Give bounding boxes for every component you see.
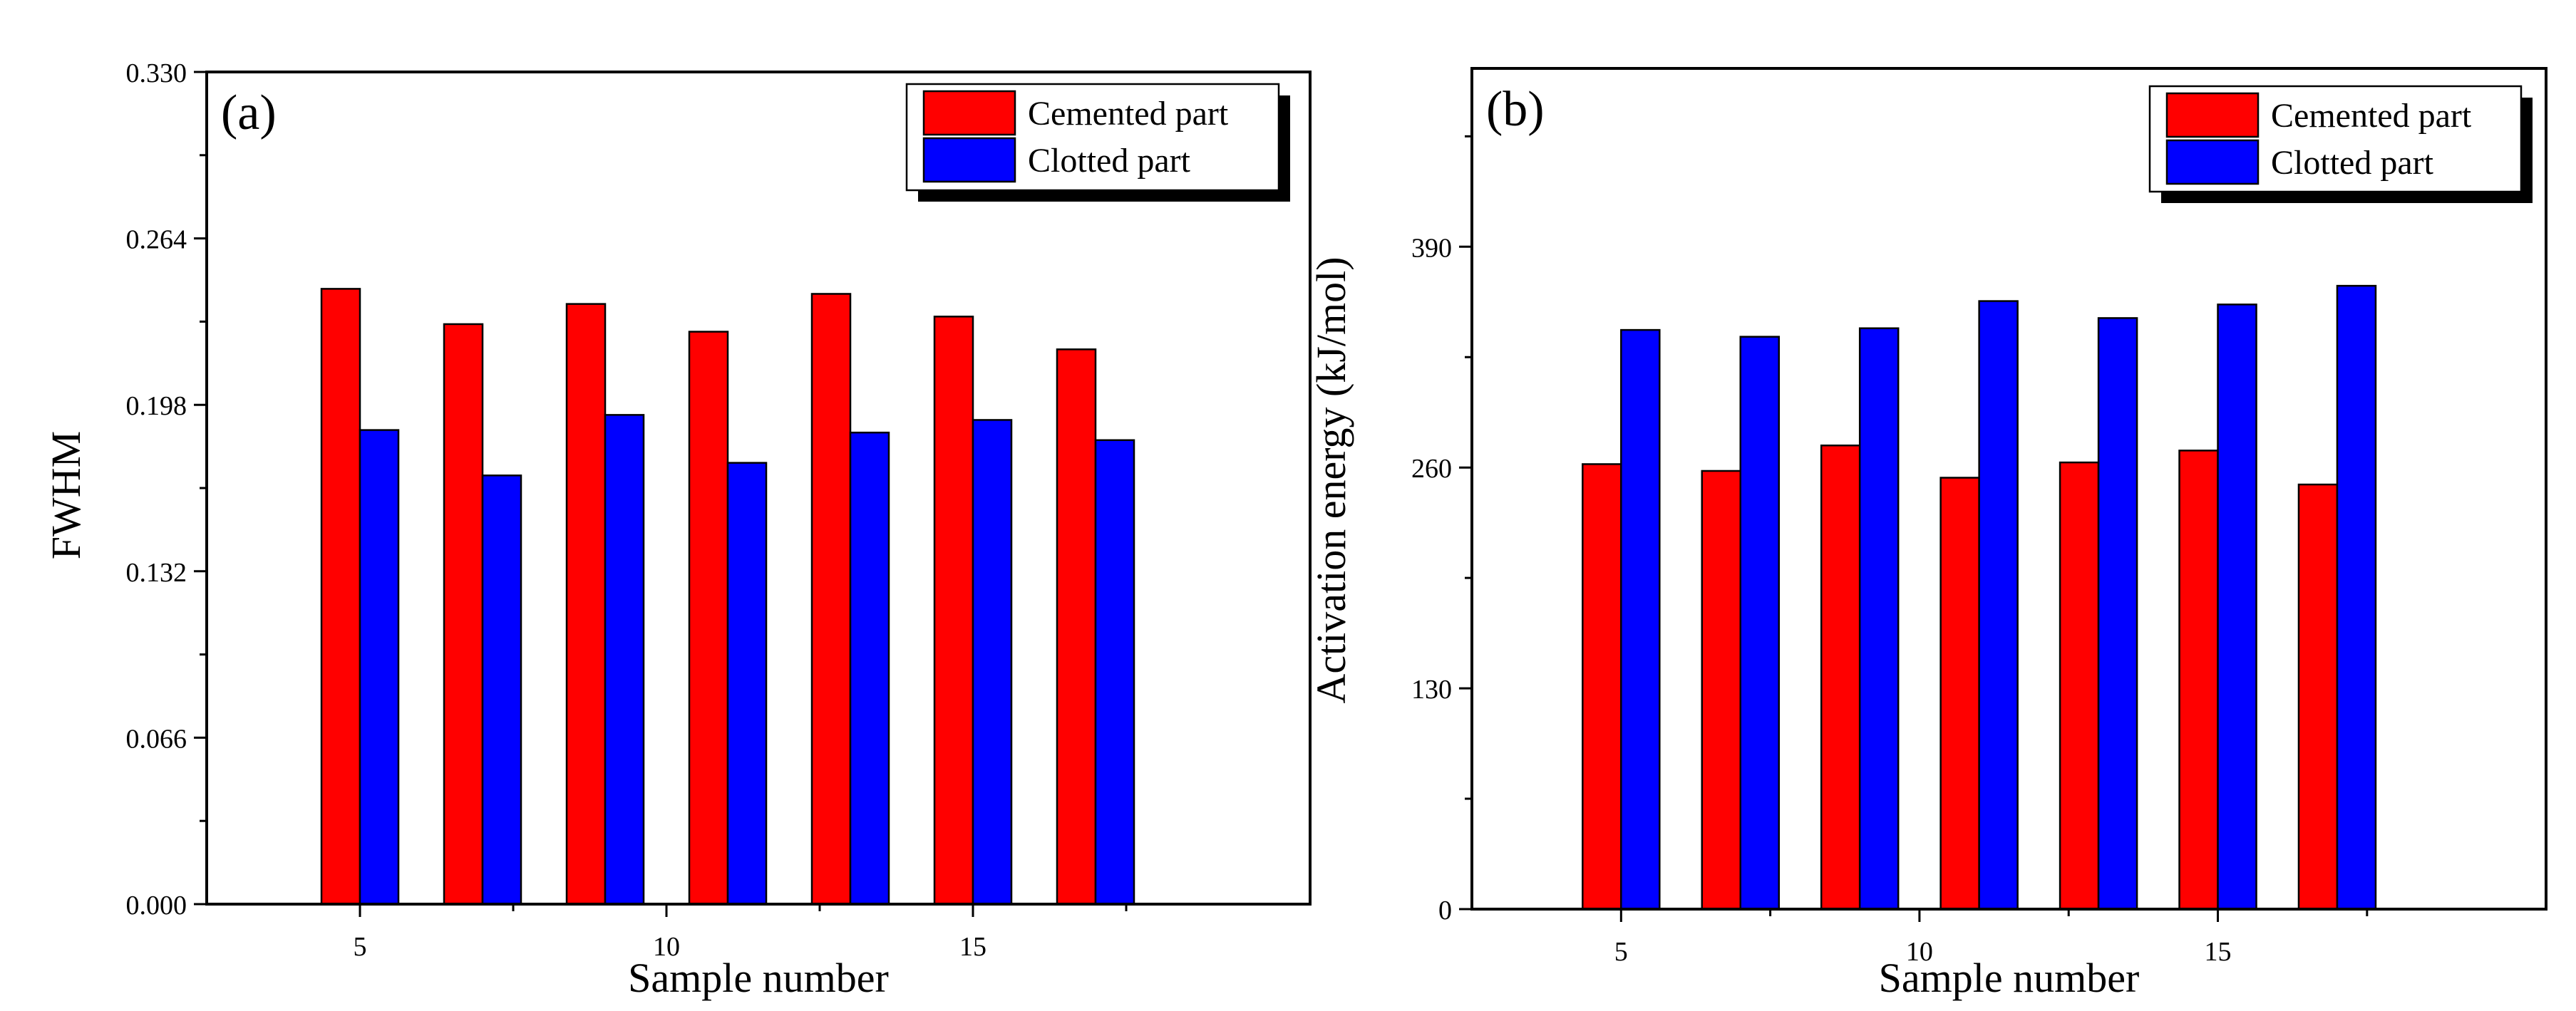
y-tick-label: 390 [1411, 233, 1452, 263]
bar-clotted-sample-11 [726, 462, 768, 906]
legend-swatch-clotted [2165, 139, 2260, 185]
legend: Cemented part Clotted part [905, 83, 1290, 202]
y-tick-label: 0.066 [126, 724, 187, 754]
panel-b-activation-energy-chart: 0 130 260 390 5 10 15 Sample number Activation e… [1308, 67, 2547, 1001]
y-tick-label: 0.330 [126, 58, 187, 88]
x-tick-label: 5 [1614, 937, 1628, 967]
x-tick-label: 15 [2205, 937, 2232, 967]
x-axis-title: Sample number [1879, 955, 2140, 1001]
bar-clotted-sample-15 [972, 419, 1013, 906]
bar-cemented-sample-13 [810, 293, 852, 906]
y-tick-label: 260 [1411, 454, 1452, 484]
bar-cemented-sample-17 [2297, 483, 2339, 911]
bar-clotted-sample-17 [1094, 439, 1135, 906]
y-tick-label: 0.000 [126, 891, 187, 921]
plot-frame [1470, 67, 2547, 911]
bar-cemented-sample-13 [2059, 461, 2100, 911]
legend-swatch-cemented [2165, 92, 2260, 138]
bar-clotted-sample-11 [1978, 300, 2019, 911]
bar-cemented-sample-17 [1056, 348, 1097, 906]
bar-cemented-sample-7 [1701, 470, 1741, 911]
panel-label: (b) [1486, 82, 1545, 137]
x-axis-title: Sample number [628, 955, 889, 1001]
panel-a-fwhm-chart: 0.000 0.066 0.132 0.198 0.264 0.330 5 10 15 Sampl… [43, 58, 1312, 1001]
bar-cemented-sample-11 [1939, 477, 1980, 911]
x-tick-label: 10 [653, 932, 680, 962]
legend-label-cemented: Cemented part [1028, 95, 1229, 133]
x-tick-label: 15 [959, 932, 986, 962]
bar-clotted-sample-7 [481, 475, 522, 906]
bar-cemented-sample-5 [320, 288, 361, 906]
bar-clotted-sample-15 [2217, 304, 2257, 911]
bar-cemented-sample-7 [443, 323, 484, 906]
bar-cemented-sample-15 [933, 316, 974, 906]
bar-clotted-sample-9 [604, 414, 645, 906]
bar-cemented-sample-9 [1820, 444, 1861, 911]
bar-cemented-sample-9 [565, 303, 607, 906]
bar-clotted-sample-5 [1620, 328, 1661, 911]
y-axis-title: FWHM [43, 431, 89, 559]
y-tick-label: 0.198 [126, 391, 187, 421]
panel-label: (a) [221, 85, 277, 140]
bar-clotted-sample-17 [2336, 284, 2377, 911]
legend-label-clotted: Clotted part [2271, 144, 2434, 182]
x-tick-label: 5 [354, 932, 367, 962]
bar-clotted-sample-5 [359, 429, 400, 906]
y-tick-label: 0 [1438, 896, 1452, 926]
bar-clotted-sample-13 [849, 431, 890, 906]
y-axis-title: Activation energy (kJ/mol) [1308, 256, 1354, 703]
bar-cemented-sample-5 [1582, 463, 1622, 911]
bar-clotted-sample-13 [2097, 317, 2138, 911]
x-tick-label: 10 [1906, 937, 1933, 967]
y-tick-label: 130 [1411, 675, 1452, 705]
legend-label-cemented: Cemented part [2271, 97, 2472, 135]
y-tick-label: 0.132 [126, 558, 187, 588]
bar-cemented-sample-11 [688, 331, 729, 906]
legend-swatch-clotted [922, 137, 1016, 183]
bar-cemented-sample-15 [2178, 450, 2219, 911]
bar-clotted-sample-7 [1739, 336, 1780, 911]
legend-label-clotted: Clotted part [1028, 142, 1191, 180]
y-tick-label: 0.264 [126, 225, 187, 255]
bar-clotted-sample-9 [1858, 327, 1900, 911]
legend-swatch-cemented [922, 90, 1016, 136]
legend: Cemented part Clotted part [2148, 85, 2533, 203]
